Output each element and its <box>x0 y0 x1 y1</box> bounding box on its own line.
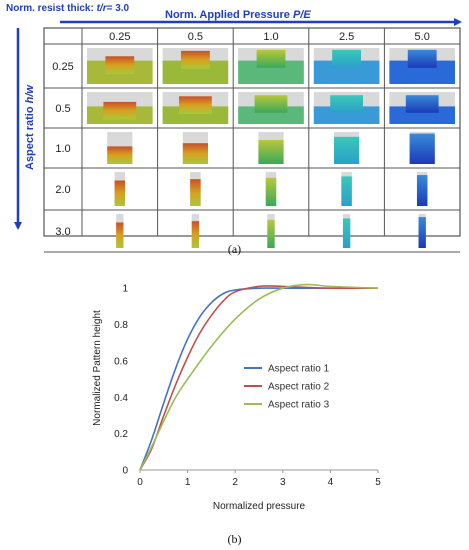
pattern-fill <box>409 133 435 164</box>
simulation-grid <box>43 27 461 253</box>
pattern-fill <box>334 136 360 164</box>
simulation-cell <box>265 172 277 206</box>
pattern-fill <box>179 96 212 114</box>
pattern-fill <box>190 179 201 206</box>
pattern-fill <box>182 143 208 164</box>
caption-b: (b) <box>228 532 242 546</box>
x-tick-label: 0 <box>137 477 143 488</box>
resist-layer <box>389 60 455 84</box>
pattern-fill <box>405 95 439 113</box>
simulation-cell <box>191 214 200 248</box>
simulation-cell <box>416 172 428 206</box>
simulation-cell <box>267 214 275 248</box>
pattern-fill <box>330 95 363 113</box>
legend-entry: Aspect ratio 2 <box>268 382 330 393</box>
pattern-fill <box>418 217 426 248</box>
x-tick-label: 1 <box>185 477 191 488</box>
pattern-fill <box>116 222 124 248</box>
pattern-fill <box>254 95 288 113</box>
chart-legend: Aspect ratio 1 Aspect ratio 2 Aspect ratio… <box>244 364 330 411</box>
simulation-cell <box>182 132 208 164</box>
pattern-fill <box>267 219 275 248</box>
x-tick-label: 4 <box>328 477 334 488</box>
simulation-matrix-panel: Norm. resist thick: t/r= 3.0 Norm. Appli… <box>6 3 462 256</box>
simulation-cell <box>389 92 455 124</box>
x-tick-label: 5 <box>375 477 381 488</box>
simulation-cell <box>238 92 304 124</box>
pattern-fill <box>265 177 277 206</box>
simulation-cell <box>334 132 360 164</box>
pattern-fill <box>191 221 200 248</box>
simulation-cells <box>87 48 455 248</box>
simulation-cell <box>162 48 229 84</box>
simulation-cell <box>87 92 153 124</box>
aspect-ratio-row-header: 2.0 <box>55 184 70 196</box>
y-tick-label: 0 <box>122 466 128 477</box>
pattern-fill <box>416 175 428 206</box>
simulation-cell <box>238 48 304 84</box>
simulation-cell <box>341 172 352 206</box>
simulation-cell <box>313 48 380 84</box>
simulation-cell <box>162 92 229 124</box>
y-tick-label: 0.8 <box>114 320 128 331</box>
simulation-cell <box>190 172 201 206</box>
y-tick-label: 1 <box>122 284 128 295</box>
simulation-cell <box>116 214 124 248</box>
pressure-column-header: 5.0 <box>415 31 430 43</box>
pattern-fill <box>258 140 284 164</box>
resist-layer <box>162 60 229 84</box>
caption-a: (a) <box>228 242 241 256</box>
resist-layer <box>313 60 380 84</box>
legend-entry: Aspect ratio 3 <box>268 400 330 411</box>
simulation-cell <box>313 92 380 124</box>
pattern-fill <box>105 56 135 75</box>
series-line-aspect-ratio-3 <box>139 283 379 471</box>
simulation-cell <box>114 172 126 206</box>
series-line-aspect-ratio-1 <box>139 287 378 471</box>
aspect-ratio-row-headers: 0.25 0.5 1.0 2.0 3.0 <box>52 61 73 238</box>
aspect-ratio-row-header: 1.0 <box>55 143 70 155</box>
y-tick-label: 0.4 <box>114 393 128 404</box>
simulation-cell <box>418 214 426 248</box>
y-tick-label: 0.2 <box>114 429 128 440</box>
applied-pressure-label: Norm. Applied Pressure P/E <box>165 9 311 21</box>
pattern-fill <box>114 180 126 206</box>
simulation-cell <box>107 132 133 164</box>
pressure-column-header: 0.5 <box>188 31 203 43</box>
legend-entry: Aspect ratio 1 <box>268 364 330 375</box>
pattern-fill <box>342 218 351 248</box>
resist-thickness-label: Norm. resist thick: t/r= 3.0 <box>6 3 130 14</box>
pattern-fill <box>180 50 210 69</box>
aspect-ratio-row-header: 3.0 <box>55 226 70 238</box>
x-axis-label: Normalized pressure <box>213 501 306 512</box>
chart-axes: 0 1 2 3 4 5 0 0.2 0.4 0.6 0.8 1 <box>114 284 381 488</box>
resist-layer <box>238 60 304 84</box>
pattern-fill <box>341 176 352 206</box>
simulation-cell <box>342 214 351 248</box>
y-axis-label: Normalized Pattern height <box>92 310 103 426</box>
pressure-column-header: 1.0 <box>263 31 278 43</box>
simulation-cell <box>87 48 153 84</box>
pressure-column-header: 2.5 <box>339 31 354 43</box>
pressure-column-header: 0.25 <box>109 31 130 43</box>
aspect-ratio-row-header: 0.25 <box>52 61 73 73</box>
x-tick-label: 2 <box>232 477 238 488</box>
simulation-cell <box>389 48 455 84</box>
pattern-fill <box>407 49 437 68</box>
pattern-fill <box>332 49 362 68</box>
chart-series <box>139 283 379 471</box>
aspect-ratio-label: Aspect ratio h/w <box>24 84 36 170</box>
aspect-ratio-row-header: 0.5 <box>55 103 70 115</box>
pattern-height-chart: 0 1 2 3 4 500.20.40.60.81 Aspect ratio 1Aspec… <box>92 283 381 546</box>
simulation-cell <box>258 132 284 164</box>
simulation-cell <box>409 132 435 164</box>
pressure-column-headers: 0.25 0.5 1.0 2.5 5.0 <box>109 31 430 43</box>
x-tick-label: 3 <box>280 477 286 488</box>
y-tick-label: 0.6 <box>114 356 128 367</box>
pattern-fill <box>107 146 133 164</box>
pattern-fill <box>103 101 137 120</box>
series-line-aspect-ratio-2 <box>139 285 379 471</box>
pattern-fill <box>256 49 286 68</box>
